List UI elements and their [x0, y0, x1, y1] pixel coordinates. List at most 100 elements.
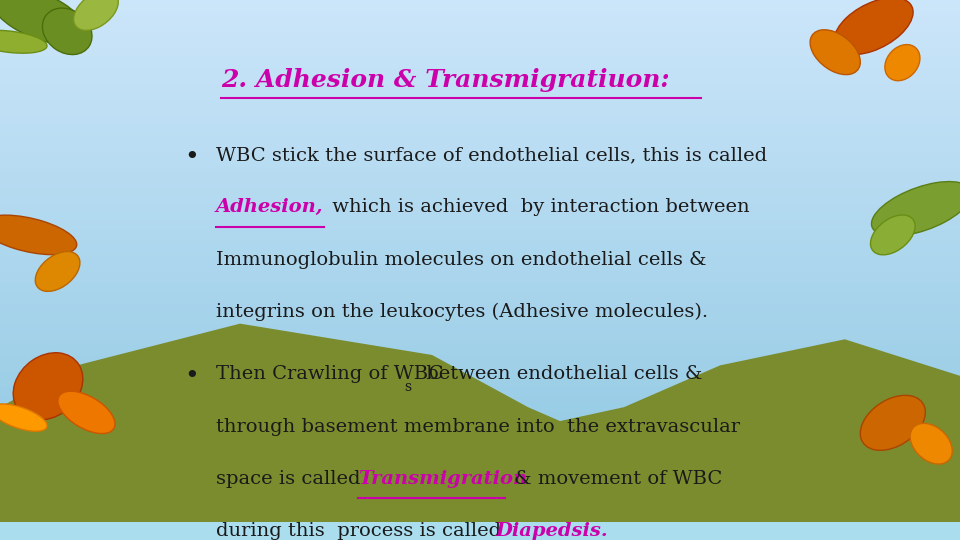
Text: integrins on the leukocytes (Adhesive molecules).: integrins on the leukocytes (Adhesive mo… — [216, 303, 708, 321]
Bar — [0, 214, 960, 219]
Bar — [0, 507, 960, 511]
Bar — [0, 141, 960, 146]
Ellipse shape — [0, 404, 47, 431]
Bar — [0, 63, 960, 68]
Text: Adhesion,: Adhesion, — [216, 198, 324, 217]
Text: through basement membrane into  the extravascular: through basement membrane into the extra… — [216, 417, 740, 436]
Bar — [0, 21, 960, 26]
Text: & movement of WBC: & movement of WBC — [508, 470, 722, 488]
Bar — [0, 10, 960, 16]
Ellipse shape — [872, 181, 960, 236]
Bar — [0, 381, 960, 386]
Bar — [0, 167, 960, 172]
Bar — [0, 162, 960, 167]
Bar — [0, 172, 960, 178]
Bar — [0, 360, 960, 366]
Ellipse shape — [58, 391, 115, 434]
Bar — [0, 355, 960, 360]
Text: Then Crawling of WBC: Then Crawling of WBC — [216, 366, 444, 383]
Bar — [0, 188, 960, 193]
Text: Transmigration: Transmigration — [358, 470, 527, 488]
Bar — [0, 376, 960, 381]
Bar — [0, 120, 960, 125]
Bar — [0, 42, 960, 47]
Bar — [0, 47, 960, 52]
Bar — [0, 110, 960, 115]
Bar — [0, 298, 960, 303]
Bar — [0, 89, 960, 94]
Bar — [0, 5, 960, 10]
Text: Diapedsis.: Diapedsis. — [495, 522, 608, 540]
Bar — [0, 235, 960, 240]
Bar — [0, 319, 960, 323]
Ellipse shape — [834, 0, 913, 55]
Bar — [0, 115, 960, 120]
Bar — [0, 193, 960, 198]
Bar — [0, 209, 960, 214]
Bar — [0, 438, 960, 444]
Bar — [0, 313, 960, 319]
Polygon shape — [0, 355, 576, 522]
Bar — [0, 240, 960, 245]
Bar — [0, 397, 960, 402]
Ellipse shape — [74, 0, 118, 30]
Bar — [0, 131, 960, 136]
Bar — [0, 136, 960, 141]
Bar — [0, 417, 960, 423]
Bar — [0, 272, 960, 276]
Bar — [0, 52, 960, 57]
Text: Immunoglobulin molecules on endothelial cells &: Immunoglobulin molecules on endothelial … — [216, 251, 707, 268]
Bar — [0, 198, 960, 204]
Bar — [0, 183, 960, 188]
Ellipse shape — [0, 215, 77, 255]
Bar — [0, 491, 960, 496]
Bar — [0, 31, 960, 37]
Text: s: s — [404, 380, 411, 394]
Bar — [0, 78, 960, 84]
Bar — [0, 125, 960, 131]
Bar — [0, 266, 960, 272]
Bar — [0, 68, 960, 73]
Bar — [0, 245, 960, 251]
Bar — [0, 334, 960, 339]
Bar — [0, 460, 960, 464]
Bar — [0, 413, 960, 417]
Ellipse shape — [871, 215, 915, 255]
Bar — [0, 350, 960, 355]
Bar — [0, 256, 960, 261]
Bar — [0, 449, 960, 454]
Bar — [0, 444, 960, 449]
Bar — [0, 73, 960, 78]
Bar — [0, 475, 960, 480]
Bar — [0, 261, 960, 266]
Bar — [0, 308, 960, 313]
Bar — [0, 485, 960, 491]
Bar — [0, 104, 960, 110]
Bar — [0, 433, 960, 438]
Bar — [0, 402, 960, 407]
Bar — [0, 204, 960, 209]
Bar — [0, 496, 960, 501]
Text: between endothelial cells &: between endothelial cells & — [420, 366, 702, 383]
Bar — [0, 84, 960, 89]
Bar — [0, 386, 960, 391]
Text: 2. Adhesion & Transmigratiuon:: 2. Adhesion & Transmigratiuon: — [221, 68, 669, 92]
Ellipse shape — [910, 423, 952, 464]
Text: •: • — [184, 366, 200, 388]
Ellipse shape — [0, 0, 86, 44]
Bar — [0, 287, 960, 292]
Bar — [0, 470, 960, 475]
Bar — [0, 151, 960, 157]
Bar — [0, 366, 960, 370]
Polygon shape — [528, 366, 960, 522]
Bar — [0, 146, 960, 151]
Bar — [0, 282, 960, 287]
Ellipse shape — [42, 8, 92, 55]
Bar — [0, 517, 960, 522]
Text: which is achieved  by interaction between: which is achieved by interaction between — [326, 198, 750, 217]
Bar — [0, 26, 960, 31]
Bar — [0, 339, 960, 345]
Ellipse shape — [810, 30, 860, 75]
Bar — [0, 292, 960, 298]
Bar — [0, 454, 960, 460]
